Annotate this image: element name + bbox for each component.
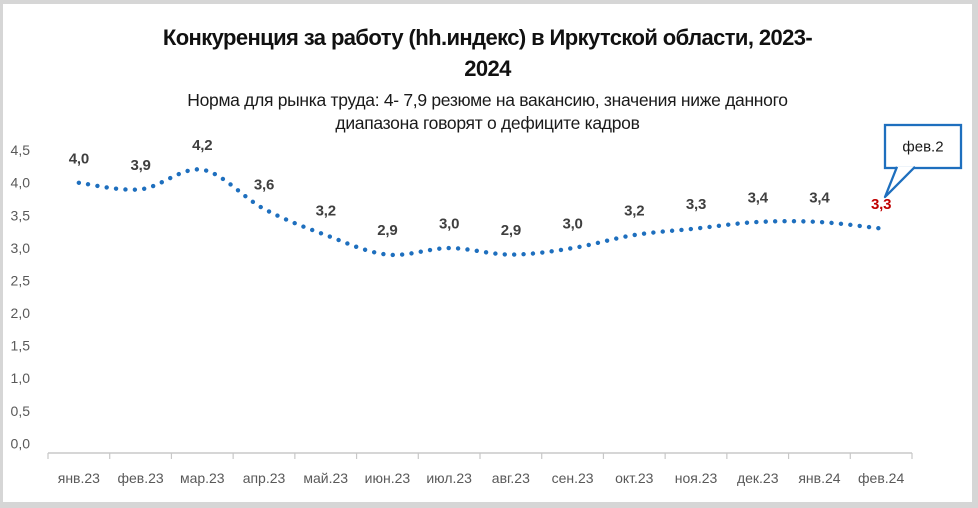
y-axis-tick-label: 2,5 xyxy=(11,272,31,288)
chart-title-line2: 2024 xyxy=(464,56,511,81)
y-axis-tick-label: 3,5 xyxy=(11,207,31,223)
data-label: 3,2 xyxy=(316,203,336,220)
data-label: 3,2 xyxy=(624,203,644,220)
x-axis-tick-label: апр.23 xyxy=(243,470,286,486)
dotted-series-line xyxy=(76,167,884,258)
data-label: 3,0 xyxy=(439,216,459,233)
data-label: 3,4 xyxy=(748,189,769,206)
x-axis-tick-label: июл.23 xyxy=(426,470,472,486)
x-axis-tick-label: июн.23 xyxy=(365,470,411,486)
data-label: 2,9 xyxy=(501,222,521,239)
data-label: 3,9 xyxy=(130,157,150,174)
chart-title-line1: Конкуренция за работу (hh.индекс) в Ирку… xyxy=(162,25,813,50)
y-axis-tick-label: 0,5 xyxy=(11,403,31,419)
chart-card: Конкуренция за работу (hh.индекс) в Ирку… xyxy=(3,4,972,502)
x-axis-tick-label: фев.24 xyxy=(858,470,904,486)
chart-subtitle-line1: Норма для рынка труда: 4- 7,9 резюме на … xyxy=(187,90,788,110)
chart-title: Конкуренция за работу (hh.индекс) в Ирку… xyxy=(3,22,972,84)
chart-header: Конкуренция за работу (hh.индекс) в Ирку… xyxy=(3,22,972,135)
data-label: 3,3 xyxy=(686,196,706,213)
data-label: 2,9 xyxy=(377,222,397,239)
y-axis-tick-label: 4,5 xyxy=(11,142,31,158)
data-label-current: 3,3 xyxy=(871,196,891,213)
callout-pointer xyxy=(883,165,916,199)
y-axis-tick-label: 0,0 xyxy=(11,435,31,451)
data-label: 3,0 xyxy=(562,216,582,233)
y-axis-tick-label: 2,0 xyxy=(11,305,31,321)
chart-subtitle: Норма для рынка труда: 4- 7,9 резюме на … xyxy=(3,89,972,135)
y-axis-tick-label: 3,0 xyxy=(11,240,31,256)
x-axis-tick-label: май.23 xyxy=(303,470,348,486)
y-axis-tick-label: 1,0 xyxy=(11,370,31,386)
x-axis-tick-label: фев.23 xyxy=(117,470,163,486)
x-axis-tick-label: мар.23 xyxy=(180,470,225,486)
chart-subtitle-line2: диапазона говорят о дефиците кадров xyxy=(335,113,640,133)
x-axis-tick-label: авг.23 xyxy=(492,470,530,486)
x-axis-tick-label: янв.23 xyxy=(58,470,100,486)
x-axis-tick-label: сен.23 xyxy=(552,470,594,486)
x-axis-tick-label: дек.23 xyxy=(737,470,779,486)
data-label: 3,4 xyxy=(809,189,830,206)
callout-box xyxy=(883,123,963,170)
y-axis-tick-label: 1,5 xyxy=(11,338,31,354)
x-axis-tick-label: ноя.23 xyxy=(675,470,718,486)
data-label: 4,0 xyxy=(69,150,89,167)
x-axis-tick-label: окт.23 xyxy=(615,470,654,486)
y-axis-tick-label: 4,0 xyxy=(11,175,31,191)
data-label: 3,6 xyxy=(254,176,274,193)
data-label: 4,2 xyxy=(192,137,212,154)
callout-text: фев.2 xyxy=(902,139,943,156)
x-axis-tick-label: янв.24 xyxy=(798,470,840,486)
